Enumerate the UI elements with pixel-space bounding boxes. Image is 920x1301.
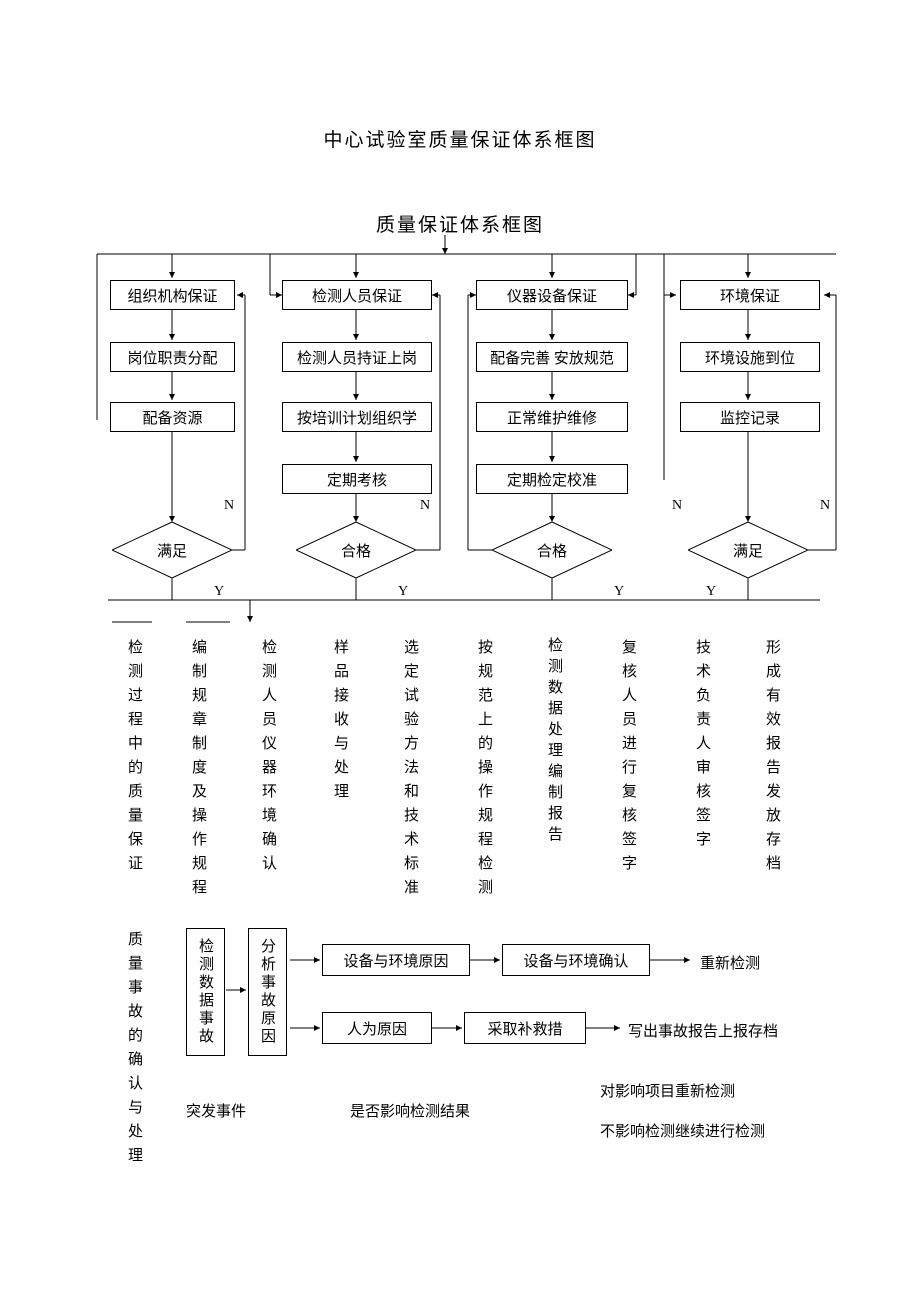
aff-no: 不影响检测继续进行检测 <box>600 1120 765 1141</box>
v7: 检测数据处理编制报告 <box>548 636 563 846</box>
v1: 检测过程中的质量保证 <box>128 636 143 876</box>
top-confirm: 设备与环境确认 <box>502 944 650 976</box>
accident-box2: 分析事故原因 <box>248 928 287 1056</box>
y-label-4: Y <box>706 584 716 600</box>
v4: 样品接收与处理 <box>334 636 349 804</box>
n-label-2: N <box>420 498 430 514</box>
n-label-4: N <box>820 498 830 514</box>
c3-step2: 正常维护维修 <box>476 402 628 432</box>
accident-left-label: 质量事故的确认与处理 <box>128 928 143 1168</box>
c2-step1: 检测人员持证上岗 <box>282 342 432 372</box>
v2: 编制规章制度及操作规程 <box>192 636 207 900</box>
c3-diamond: 合格 <box>492 522 612 578</box>
c4-diamond: 满足 <box>688 522 808 578</box>
c2-diamond: 合格 <box>296 522 416 578</box>
y-label-3: Y <box>614 584 624 600</box>
v8: 复核人员进行复核签字 <box>622 636 637 876</box>
top-cause: 设备与环境原因 <box>322 944 470 976</box>
bot-result: 写出事故报告上报存档 <box>628 1020 778 1041</box>
n-label-3: N <box>672 498 682 514</box>
aff-yes: 对影响项目重新检测 <box>600 1080 735 1101</box>
c4-diamond-label: 满足 <box>688 540 808 561</box>
v10: 形成有效报告发放存档 <box>766 636 781 876</box>
v5: 选定试验方法和技术标准 <box>404 636 419 900</box>
y-label-1: Y <box>214 584 224 600</box>
c2-step3: 定期考核 <box>282 464 432 494</box>
v6: 按规范上的操作规程检测 <box>478 636 493 900</box>
n-label-1: N <box>224 498 234 514</box>
v9: 技术负责人审核签字 <box>696 636 711 852</box>
y-label-2: Y <box>398 584 408 600</box>
c3-step1: 配备完善 安放规范 <box>476 342 628 372</box>
affect: 是否影响检测结果 <box>350 1100 470 1121</box>
c4-step1: 环境设施到位 <box>680 342 820 372</box>
c1-header: 组织机构保证 <box>110 280 235 310</box>
v3: 检测人员仪器环境确认 <box>262 636 277 876</box>
c1-step1: 岗位职责分配 <box>110 342 235 372</box>
c1-diamond: 满足 <box>112 522 232 578</box>
c4-header: 环境保证 <box>680 280 820 310</box>
bot-remedy: 采取补救措 <box>464 1012 586 1044</box>
c3-header: 仪器设备保证 <box>476 280 628 310</box>
c4-step2: 监控记录 <box>680 402 820 432</box>
top-result: 重新检测 <box>700 952 760 973</box>
c1-diamond-label: 满足 <box>112 540 232 561</box>
c1-step2: 配备资源 <box>110 402 235 432</box>
c2-diamond-label: 合格 <box>296 540 416 561</box>
accident-box1: 检测数据事故 <box>186 928 225 1056</box>
c3-diamond-label: 合格 <box>492 540 612 561</box>
c2-step2: 按培训计划组织学 <box>282 402 432 432</box>
c3-step3: 定期检定校准 <box>476 464 628 494</box>
bot-cause: 人为原因 <box>322 1012 432 1044</box>
sudden: 突发事件 <box>186 1100 246 1121</box>
c2-header: 检测人员保证 <box>282 280 432 310</box>
